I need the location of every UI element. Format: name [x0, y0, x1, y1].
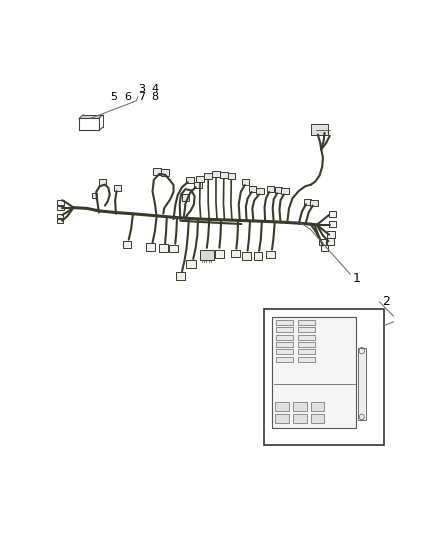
- Bar: [264, 309, 384, 445]
- FancyBboxPatch shape: [304, 199, 311, 205]
- Bar: [311, 415, 324, 424]
- Bar: [298, 335, 315, 340]
- Bar: [272, 317, 357, 429]
- FancyBboxPatch shape: [275, 187, 282, 193]
- FancyBboxPatch shape: [146, 243, 155, 251]
- FancyBboxPatch shape: [249, 186, 256, 192]
- FancyBboxPatch shape: [281, 188, 289, 194]
- FancyBboxPatch shape: [186, 176, 194, 183]
- Bar: [276, 357, 293, 362]
- Bar: [276, 335, 293, 340]
- Bar: [298, 327, 315, 332]
- FancyBboxPatch shape: [196, 176, 204, 182]
- FancyBboxPatch shape: [256, 188, 264, 194]
- Bar: [298, 342, 315, 347]
- Bar: [298, 357, 315, 362]
- Bar: [276, 402, 289, 411]
- Text: 2: 2: [382, 295, 390, 309]
- FancyBboxPatch shape: [153, 168, 161, 175]
- FancyBboxPatch shape: [220, 172, 227, 178]
- FancyBboxPatch shape: [227, 173, 235, 180]
- FancyBboxPatch shape: [212, 171, 220, 177]
- Bar: [276, 320, 293, 325]
- Text: 5: 5: [111, 92, 118, 102]
- Polygon shape: [79, 115, 103, 118]
- FancyBboxPatch shape: [57, 219, 63, 223]
- FancyBboxPatch shape: [328, 211, 336, 217]
- FancyBboxPatch shape: [215, 250, 224, 258]
- Bar: [311, 402, 324, 411]
- FancyBboxPatch shape: [205, 173, 212, 179]
- Text: 6: 6: [124, 92, 131, 102]
- FancyBboxPatch shape: [182, 194, 189, 200]
- FancyBboxPatch shape: [200, 249, 214, 260]
- FancyBboxPatch shape: [311, 199, 318, 206]
- FancyBboxPatch shape: [242, 252, 251, 260]
- FancyBboxPatch shape: [57, 200, 64, 205]
- FancyBboxPatch shape: [321, 245, 328, 251]
- Bar: [276, 415, 289, 424]
- Bar: [276, 342, 293, 347]
- Bar: [276, 349, 293, 354]
- FancyBboxPatch shape: [187, 260, 196, 268]
- FancyBboxPatch shape: [176, 272, 185, 280]
- FancyBboxPatch shape: [266, 251, 275, 259]
- Bar: [298, 320, 315, 325]
- FancyBboxPatch shape: [318, 239, 326, 245]
- Bar: [298, 349, 315, 354]
- Bar: [293, 415, 307, 424]
- FancyBboxPatch shape: [242, 179, 249, 185]
- FancyBboxPatch shape: [99, 179, 106, 185]
- FancyBboxPatch shape: [267, 186, 274, 192]
- Text: 8: 8: [151, 92, 159, 102]
- Text: 1: 1: [353, 272, 360, 285]
- FancyBboxPatch shape: [161, 169, 169, 175]
- FancyBboxPatch shape: [114, 185, 120, 191]
- FancyBboxPatch shape: [57, 214, 63, 218]
- Bar: [358, 348, 366, 420]
- FancyBboxPatch shape: [194, 182, 202, 188]
- FancyBboxPatch shape: [92, 193, 97, 198]
- Bar: [276, 327, 293, 332]
- Text: 7: 7: [138, 92, 145, 102]
- FancyBboxPatch shape: [123, 241, 131, 248]
- FancyBboxPatch shape: [159, 244, 168, 252]
- FancyBboxPatch shape: [254, 252, 262, 260]
- FancyBboxPatch shape: [170, 245, 178, 252]
- FancyBboxPatch shape: [311, 125, 328, 135]
- Text: 4: 4: [151, 84, 159, 94]
- FancyBboxPatch shape: [328, 221, 336, 227]
- FancyBboxPatch shape: [327, 231, 335, 238]
- Bar: [293, 402, 307, 411]
- Text: 3: 3: [138, 84, 145, 94]
- FancyBboxPatch shape: [231, 250, 240, 257]
- FancyBboxPatch shape: [57, 206, 64, 211]
- FancyBboxPatch shape: [327, 238, 334, 245]
